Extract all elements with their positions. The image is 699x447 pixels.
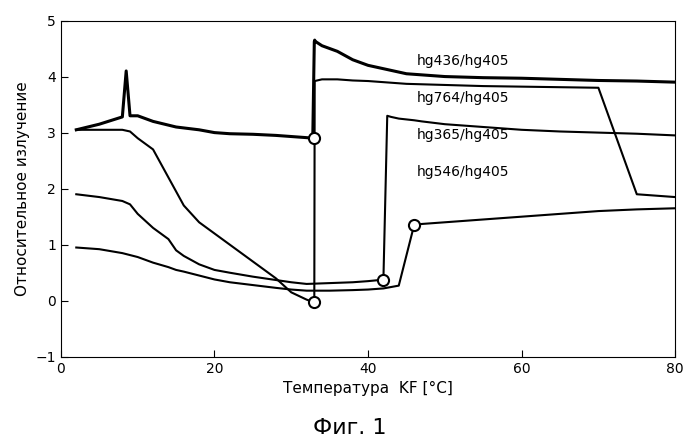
Text: Фиг. 1: Фиг. 1 xyxy=(312,418,387,438)
Text: hg546/hg405: hg546/hg405 xyxy=(417,165,510,179)
Text: hg436/hg405: hg436/hg405 xyxy=(417,54,510,68)
Text: hg365/hg405: hg365/hg405 xyxy=(417,128,510,142)
X-axis label: Температура  KF [°C]: Температура KF [°C] xyxy=(283,381,453,396)
Y-axis label: Относительное излучение: Относительное излучение xyxy=(15,81,30,296)
Text: hg764/hg405: hg764/hg405 xyxy=(417,91,510,105)
